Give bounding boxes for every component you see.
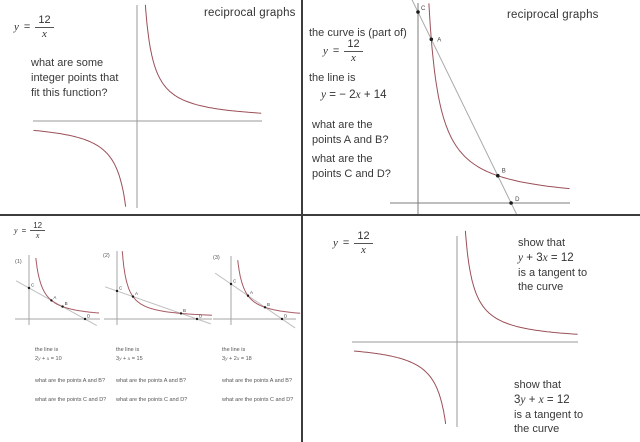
exercise-2-label: (2): [103, 253, 110, 259]
formula-y-12-over-x: y = 12 x: [14, 221, 46, 241]
line-intro-text: the line is: [35, 347, 59, 353]
line-equation: 3y + x = 15: [116, 356, 143, 362]
question-points-cd: what are the points C and D?: [35, 397, 107, 403]
formula-numerator: 12: [35, 14, 54, 28]
tangent-statement-top: show that y + 3x = 12 is a tangent to th…: [518, 236, 587, 294]
page-title: reciprocal graphs: [204, 7, 296, 19]
panel-top-right: C A B D reciprocal graphs the curve is (par…: [302, 0, 640, 215]
the-curve-text: the curve: [518, 281, 564, 293]
question-points-ab: what are the points A and B?: [116, 378, 187, 384]
question-points-ab: what are the points A and B?: [312, 118, 388, 148]
svg-text:C: C: [31, 283, 35, 288]
exercise-3-plot: C A B D: [213, 256, 301, 329]
exercise-3-text: the line is 3y + 2x = 18 what are the po…: [222, 347, 322, 404]
question-points-ab: what are the points A and B?: [35, 378, 106, 384]
formula-numerator: 12: [30, 221, 46, 232]
tangent-equation: y + 3x = 12: [518, 252, 574, 264]
formula-numerator: 12: [354, 230, 373, 244]
is-a-tangent-text: is a tangent to: [514, 409, 584, 421]
formula-fraction: 12 x: [344, 38, 363, 64]
formula-lhs: y: [323, 45, 328, 58]
question-points-ab: what are the points A and B?: [222, 378, 293, 384]
exercise-1-plot: C A B D: [15, 255, 100, 326]
formula-y-12-over-x: y = 12 x: [14, 14, 54, 40]
vertical-divider: [301, 0, 303, 442]
line-intro-text: the line is: [116, 347, 140, 353]
formula-lhs: y: [14, 21, 19, 34]
formula-lhs: y: [14, 226, 18, 236]
formula-fraction: 12 x: [354, 230, 373, 256]
svg-text:C: C: [119, 286, 123, 291]
formula-equals: =: [21, 226, 27, 236]
question-line: points C and D?: [312, 168, 391, 180]
exercise-1-label: (1): [15, 259, 22, 265]
formula-denominator: x: [361, 243, 366, 256]
svg-text:A: A: [53, 295, 56, 300]
the-curve-text: the curve: [514, 423, 560, 435]
tangent-equation: 3y + x = 12: [514, 394, 570, 406]
formula-y-12-over-x: y = 12 x: [323, 38, 363, 64]
is-a-tangent-text: is a tangent to: [518, 267, 588, 279]
line-intro-text: the line is: [222, 347, 246, 353]
page-title: reciprocal graphs: [507, 9, 599, 21]
svg-text:D: D: [199, 314, 203, 319]
question-line: what are some: [31, 57, 104, 69]
line-equation: 2y + x = 10: [35, 356, 62, 362]
line-intro-text: the line is: [309, 72, 356, 84]
question-points-cd: what are the points C and D?: [312, 152, 391, 182]
question-line: what are the: [312, 153, 373, 165]
panel-bottom-left: y = 12 x (1) C A B D (2) C A B D (3) C A B D the …: [0, 215, 302, 442]
top-left-plot: [33, 4, 262, 208]
formula-lhs: y: [333, 237, 338, 250]
question-line: points A and B?: [312, 134, 389, 146]
question-integer-points: what are some integer points that fit th…: [31, 56, 118, 101]
svg-text:B: B: [183, 308, 186, 313]
exercise-2-text: the line is 3y + x = 15 what are the poi…: [116, 347, 216, 404]
svg-text:A: A: [250, 290, 253, 295]
show-that-text: show that: [514, 379, 562, 391]
exercise-2-plot: C A B D: [104, 251, 212, 325]
panel-top-left: y = 12 x reciprocal graphs what are some…: [0, 0, 302, 215]
svg-text:C: C: [233, 279, 237, 284]
formula-equals: =: [332, 45, 340, 58]
question-line: integer points that: [31, 72, 119, 84]
curve-intro-text: the curve is (part of): [309, 27, 407, 39]
line-equation: y = − 2x + 14: [321, 89, 387, 101]
svg-text:B: B: [502, 169, 506, 175]
tangent-statement-bottom: show that 3y + x = 12 is a tangent to th…: [514, 378, 583, 436]
top-right-plot: C A B D: [390, 0, 570, 215]
svg-text:B: B: [65, 301, 68, 306]
svg-text:C: C: [421, 6, 426, 12]
formula-denominator: x: [35, 231, 40, 241]
question-points-cd: what are the points C and D?: [116, 397, 188, 403]
panel-bottom-right: y = 12 x show that y + 3x = 12 is a tang…: [302, 215, 640, 442]
formula-numerator: 12: [344, 38, 363, 52]
bottom-right-plot: [352, 230, 578, 427]
svg-text:D: D: [284, 314, 288, 319]
formula-denominator: x: [351, 51, 356, 64]
svg-text:B: B: [267, 302, 270, 307]
svg-text:D: D: [515, 197, 520, 203]
horizontal-divider: [0, 214, 640, 216]
question-points-cd: what are the points C and D?: [222, 397, 294, 403]
svg-text:A: A: [135, 291, 138, 296]
exercise-1-text: the line is 2y + x = 10 what are the poi…: [35, 347, 135, 404]
svg-text:D: D: [87, 314, 91, 319]
formula-fraction: 12 x: [30, 221, 46, 241]
formula-fraction: 12 x: [35, 14, 54, 40]
formula-denominator: x: [42, 27, 47, 40]
question-line: fit this function?: [31, 87, 108, 99]
svg-text:A: A: [437, 37, 441, 43]
formula-equals: =: [23, 21, 31, 34]
formula-y-12-over-x: y = 12 x: [333, 230, 373, 256]
formula-equals: =: [342, 237, 350, 250]
line-equation: 3y + 2x = 18: [222, 356, 252, 362]
question-line: what are the: [312, 119, 373, 131]
show-that-text: show that: [518, 237, 566, 249]
exercise-3-label: (3): [213, 255, 220, 261]
